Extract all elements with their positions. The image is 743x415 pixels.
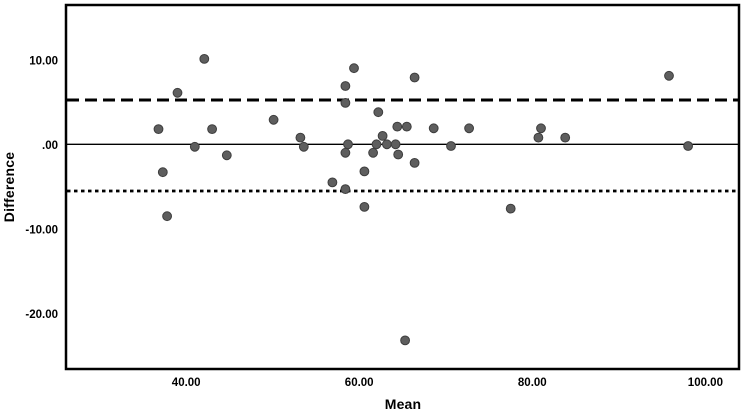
data-point	[401, 121, 412, 132]
data-point	[153, 124, 164, 135]
data-point	[533, 132, 544, 143]
x-tick-label: 40.00	[172, 377, 201, 389]
data-point	[373, 107, 384, 118]
data-point	[221, 150, 232, 161]
plot-area: 10.00 .00 -10.00 -20.00 40.00 60.00 80.00 100.0…	[25, 3, 741, 389]
data-point	[207, 124, 218, 135]
data-point	[400, 335, 411, 346]
y-tick-label: -10.00	[25, 225, 58, 237]
data-point	[199, 54, 210, 64]
data-point	[428, 123, 439, 134]
plot-frame	[64, 3, 741, 371]
data-point	[340, 81, 351, 91]
y-tick-label: .00	[42, 140, 58, 152]
data-point	[359, 202, 370, 212]
data-point	[393, 149, 404, 160]
y-tick-label: -20.00	[25, 309, 58, 321]
data-point	[377, 131, 388, 141]
data-point	[327, 177, 338, 188]
data-point	[172, 87, 183, 98]
data-point	[371, 139, 382, 150]
x-tick-label: 80.00	[518, 377, 547, 389]
data-point	[368, 147, 379, 158]
data-point	[268, 114, 279, 125]
data-point	[664, 70, 674, 81]
data-point	[157, 167, 168, 178]
data-point	[298, 141, 309, 152]
x-tick-label: 60.00	[345, 377, 374, 389]
data-point	[683, 141, 693, 151]
x-axis-title: Mean	[385, 396, 422, 412]
data-point	[349, 63, 359, 74]
data-point	[446, 141, 456, 151]
data-point	[409, 158, 420, 168]
y-tick-label: 10.00	[29, 56, 58, 68]
data-point	[189, 141, 200, 152]
data-point	[390, 139, 401, 150]
data-point	[340, 184, 351, 195]
data-point	[536, 123, 546, 134]
data-point	[343, 139, 353, 150]
data-point	[340, 98, 351, 108]
data-point	[382, 139, 392, 150]
data-point	[505, 203, 516, 214]
data-point	[560, 132, 571, 143]
x-tick-label: 100.00	[688, 377, 723, 389]
y-axis-title: Difference	[1, 152, 17, 222]
data-point	[295, 132, 306, 143]
data-point	[162, 211, 173, 222]
data-point	[464, 123, 475, 134]
data-point	[392, 121, 403, 132]
data-point	[409, 72, 420, 83]
data-point	[359, 166, 370, 177]
data-point	[340, 147, 351, 158]
